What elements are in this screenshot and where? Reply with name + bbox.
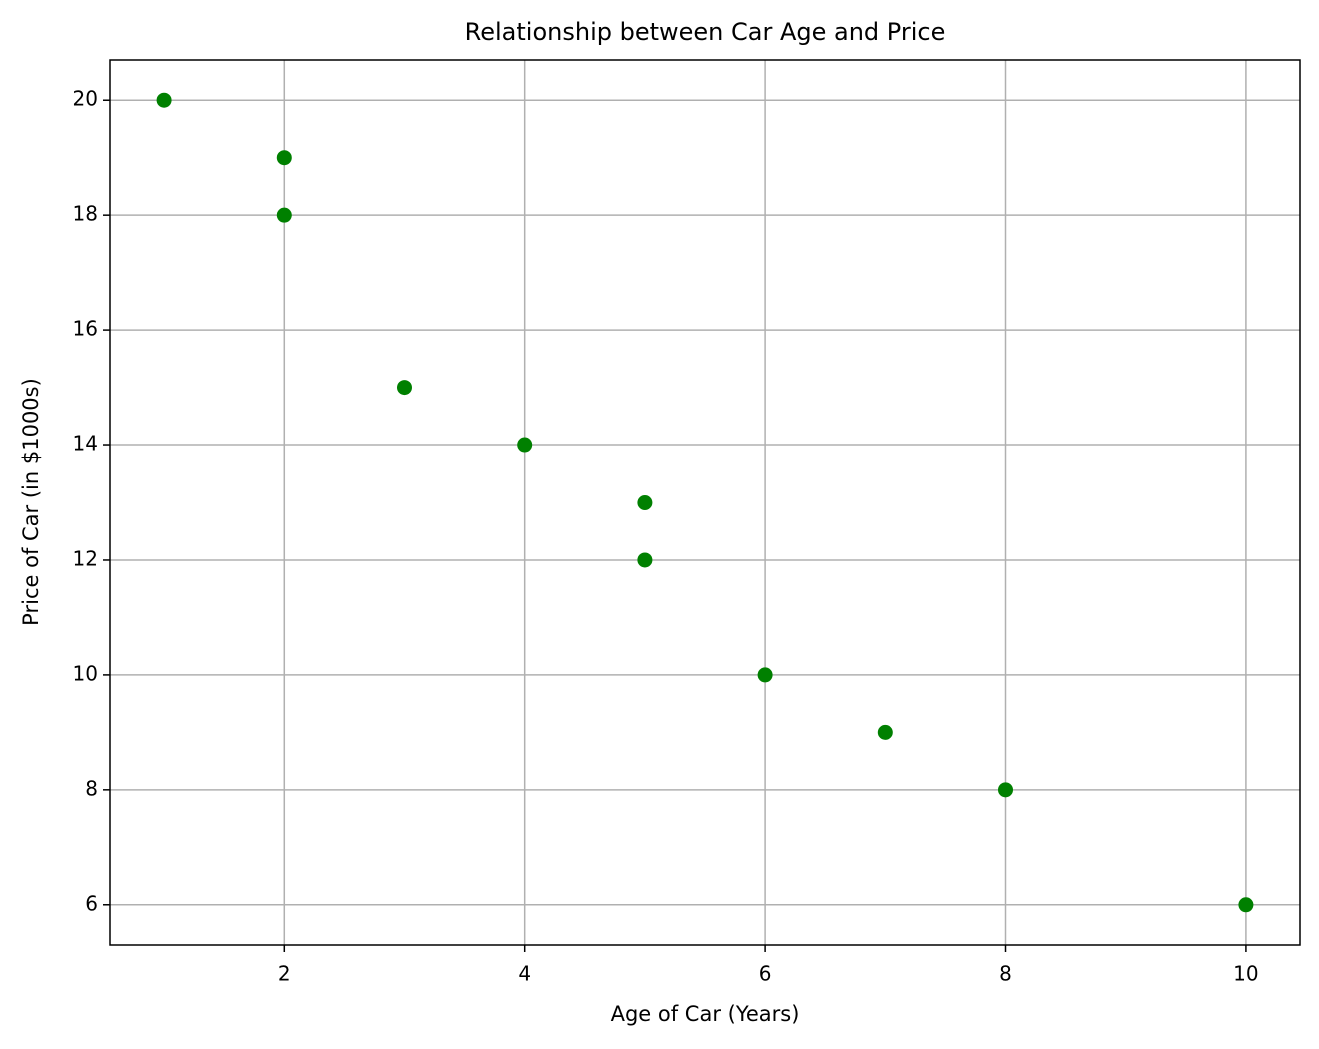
- scatter-point: [396, 380, 412, 396]
- y-tick-label: 8: [85, 776, 98, 800]
- y-tick-label: 12: [73, 546, 98, 570]
- x-tick-label: 4: [518, 962, 531, 986]
- marks-layer: [156, 92, 1254, 913]
- scatter-point: [998, 782, 1014, 798]
- scatter-point: [877, 724, 893, 740]
- scatter-point: [517, 437, 533, 453]
- scatter-point: [1238, 897, 1254, 913]
- scatter-point: [637, 495, 653, 510]
- x-tick-label: 2: [278, 962, 291, 986]
- y-tick-label: 14: [73, 432, 98, 456]
- scatter-point: [757, 667, 773, 683]
- y-tick-label: 10: [73, 661, 98, 685]
- y-tick-label: 20: [73, 87, 98, 111]
- x-tick-label: 10: [1233, 962, 1258, 986]
- x-axis-label: Age of Car (Years): [611, 1002, 800, 1026]
- y-tick-label: 6: [85, 891, 98, 915]
- x-tick-label: 8: [999, 962, 1012, 986]
- y-tick-label: 16: [73, 317, 98, 341]
- scatter-point: [637, 552, 653, 568]
- x-tick-label: 6: [759, 962, 772, 986]
- scatter-point: [156, 92, 172, 108]
- y-tick-label: 18: [73, 202, 98, 226]
- plot-frame: [109, 59, 1301, 946]
- chart-title: Relationship between Car Age and Price: [465, 18, 946, 46]
- grid-layer: 2 4 6 8 10 6 8 10 12 14 16 18 20: [73, 60, 1300, 986]
- scatter-point: [276, 207, 292, 223]
- y-axis-label: Price of Car (in $1000s): [19, 378, 43, 626]
- scatter-point: [276, 150, 292, 166]
